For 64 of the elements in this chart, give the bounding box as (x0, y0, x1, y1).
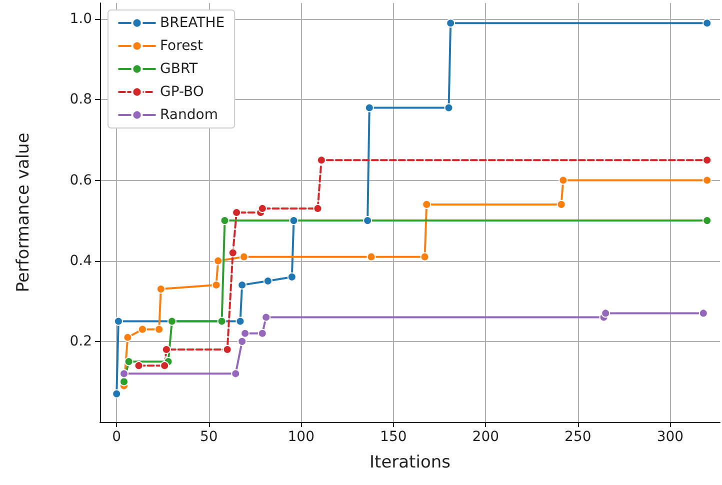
point (162, 344, 171, 354)
point (240, 328, 250, 338)
y-tick-label: 1.0 (70, 11, 92, 28)
point (556, 200, 566, 209)
point (228, 248, 238, 258)
point (238, 336, 247, 346)
x-tick-label: 100 (288, 429, 314, 445)
point (167, 316, 176, 326)
point (222, 344, 232, 354)
y-tick-label: 0.8 (70, 92, 92, 108)
legend-label: Random (160, 107, 218, 123)
x-tick-label: 50 (200, 429, 218, 445)
point (231, 369, 240, 378)
point (156, 284, 166, 294)
point (289, 216, 298, 226)
point (366, 252, 376, 262)
point (420, 252, 430, 262)
point (262, 312, 271, 322)
point (444, 103, 454, 112)
x-tick-label: 150 (380, 429, 407, 445)
point (702, 18, 712, 28)
point (217, 316, 226, 326)
point (702, 216, 712, 226)
point (134, 361, 144, 370)
point (363, 216, 372, 226)
point (702, 156, 712, 165)
point (239, 252, 248, 262)
point (258, 328, 267, 338)
point (446, 18, 456, 28)
point (236, 316, 245, 326)
point (114, 316, 123, 326)
x-tick-label: 300 (656, 429, 684, 445)
y-tick-label: 0.2 (70, 333, 92, 350)
x-tick-label: 200 (472, 429, 500, 445)
point (238, 280, 247, 290)
x-axis-title: Iterations (370, 452, 451, 472)
point (601, 308, 610, 318)
point (160, 361, 170, 370)
point (258, 204, 267, 213)
point (112, 389, 122, 398)
legend-label: GBRT (160, 61, 198, 77)
x-tick-label: 0 (112, 429, 122, 445)
point (702, 176, 712, 185)
x-tick-label: 250 (564, 429, 592, 445)
y-tick-label: 0.4 (70, 252, 92, 269)
point (232, 208, 242, 217)
point (316, 156, 326, 165)
legend-label: BREATHE (160, 15, 225, 31)
point (138, 324, 147, 334)
point (364, 103, 374, 112)
legend-label: Forest (160, 38, 204, 54)
y-tick-label: 0.6 (70, 172, 92, 188)
point (154, 324, 164, 334)
point (124, 357, 134, 366)
point (214, 256, 223, 266)
y-axis-title: Performance value (14, 132, 34, 292)
point (123, 332, 132, 342)
point (422, 200, 432, 209)
point (287, 272, 296, 282)
point (313, 204, 322, 213)
point (698, 308, 708, 318)
legend-label: GP-BO (160, 84, 204, 100)
point (220, 216, 230, 226)
point (558, 176, 568, 185)
